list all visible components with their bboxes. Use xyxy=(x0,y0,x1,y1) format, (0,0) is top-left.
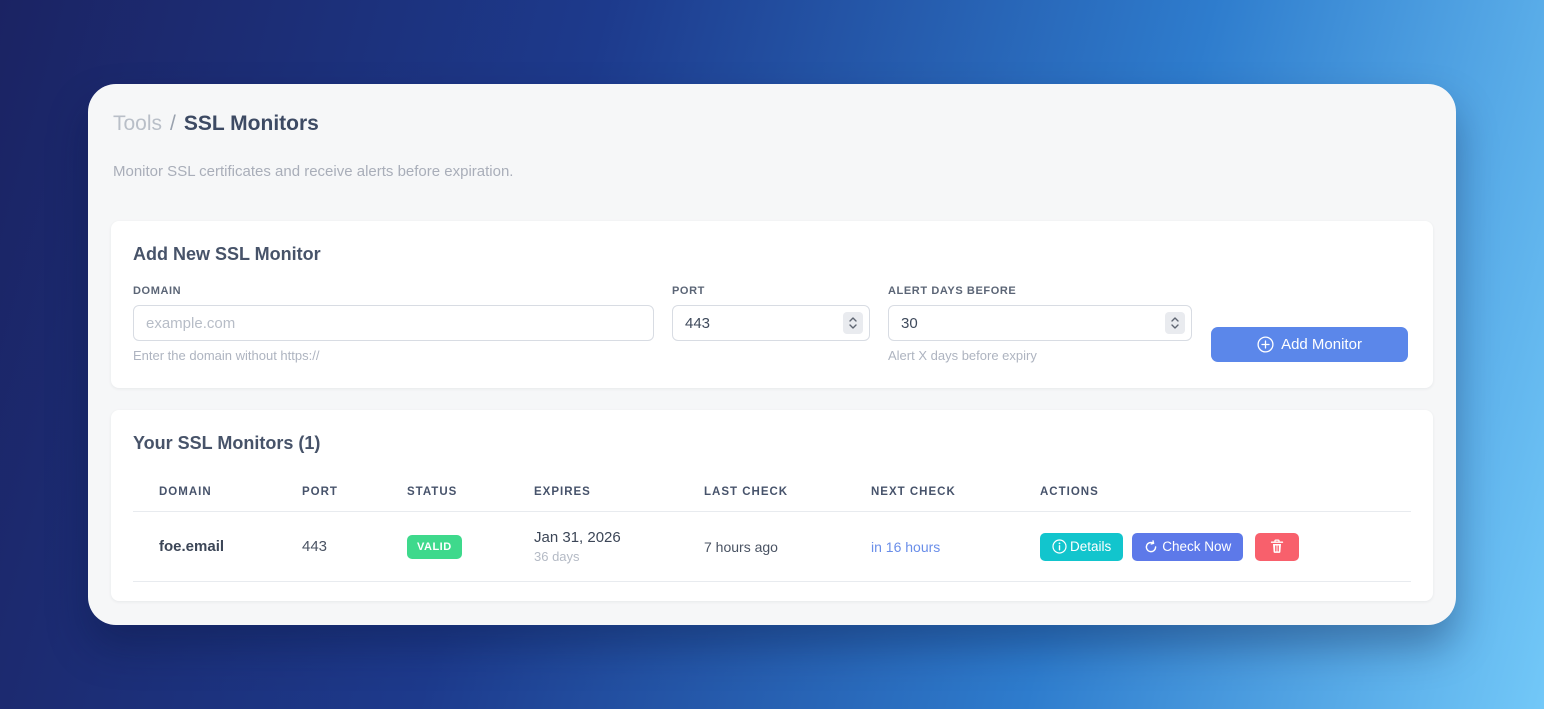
domain-help-text: Enter the domain without https:// xyxy=(133,348,320,363)
breadcrumb-separator: / xyxy=(170,112,176,135)
ssl-monitors-page: Tools / SSL Monitors Monitor SSL certifi… xyxy=(88,84,1456,625)
monitor-domain: foe.email xyxy=(133,511,302,582)
monitor-port: 443 xyxy=(302,511,407,582)
row-actions: Details Check Now xyxy=(1040,532,1411,561)
port-field-group: PORT xyxy=(672,285,870,341)
stepper-chevrons-icon xyxy=(849,317,857,329)
column-header-next-check: NEXT CHECK xyxy=(871,486,1040,512)
port-stepper[interactable] xyxy=(843,312,863,334)
alert-days-field-group: ALERT DAYS BEFORE Alert X days before ex… xyxy=(888,285,1192,363)
alert-days-stepper[interactable] xyxy=(1165,312,1185,334)
status-badge: VALID xyxy=(407,534,462,559)
column-header-port: PORT xyxy=(302,486,407,512)
column-header-domain: DOMAIN xyxy=(133,486,302,512)
add-monitor-button-label: Add Monitor xyxy=(1281,336,1362,353)
alert-days-help-text: Alert X days before expiry xyxy=(888,348,1037,363)
column-header-expires: EXPIRES xyxy=(534,486,704,512)
add-monitor-title: Add New SSL Monitor xyxy=(133,244,321,264)
domain-label: DOMAIN xyxy=(133,285,182,297)
alert-days-label: ALERT DAYS BEFORE xyxy=(888,285,1017,297)
alert-days-input[interactable] xyxy=(888,305,1192,341)
delete-monitor-button[interactable] xyxy=(1255,532,1300,561)
port-input[interactable] xyxy=(672,305,870,341)
add-monitor-button[interactable]: Add Monitor xyxy=(1211,327,1408,362)
column-header-status: STATUS xyxy=(407,486,534,512)
table-header-row: DOMAIN PORT STATUS EXPIRES LAST CHECK NE… xyxy=(133,486,1411,512)
details-button[interactable]: Details xyxy=(1040,532,1124,561)
last-check-time: 7 hours ago xyxy=(704,511,871,582)
info-circle-icon xyxy=(1052,539,1067,554)
port-label: PORT xyxy=(672,285,705,297)
breadcrumb: Tools / SSL Monitors xyxy=(113,112,1456,136)
stepper-chevrons-icon xyxy=(1171,317,1179,329)
column-header-actions: ACTIONS xyxy=(1040,486,1411,512)
domain-input[interactable] xyxy=(133,305,654,341)
check-now-button-label: Check Now xyxy=(1162,539,1232,554)
table-row: foe.email 443 VALID Jan 31, 2026 36 days… xyxy=(133,511,1411,582)
monitors-panel: Your SSL Monitors (1) DOMAIN PORT STATUS… xyxy=(111,410,1433,601)
page-subtitle: Monitor SSL certificates and receive ale… xyxy=(113,163,514,180)
monitors-table: DOMAIN PORT STATUS EXPIRES LAST CHECK NE… xyxy=(133,486,1411,582)
monitors-title: Your SSL Monitors (1) xyxy=(133,433,321,453)
column-header-last-check: LAST CHECK xyxy=(704,486,871,512)
refresh-icon xyxy=(1146,539,1157,552)
page-title: SSL Monitors xyxy=(183,112,319,135)
next-check-time: in 16 hours xyxy=(871,511,1040,582)
breadcrumb-tools-link[interactable]: Tools xyxy=(113,112,163,135)
check-now-button[interactable]: Check Now xyxy=(1132,532,1244,561)
domain-field-group: DOMAIN Enter the domain without https:// xyxy=(133,285,654,363)
add-monitor-form: DOMAIN Enter the domain without https://… xyxy=(133,285,1411,363)
trash-icon xyxy=(1271,539,1284,553)
expires-days-remaining: 36 days xyxy=(534,549,580,564)
plus-circle-icon xyxy=(1257,336,1274,353)
add-monitor-panel: Add New SSL Monitor DOMAIN Enter the dom… xyxy=(111,221,1433,388)
details-button-label: Details xyxy=(1070,539,1112,554)
expires-date: Jan 31, 2026 xyxy=(534,529,621,546)
